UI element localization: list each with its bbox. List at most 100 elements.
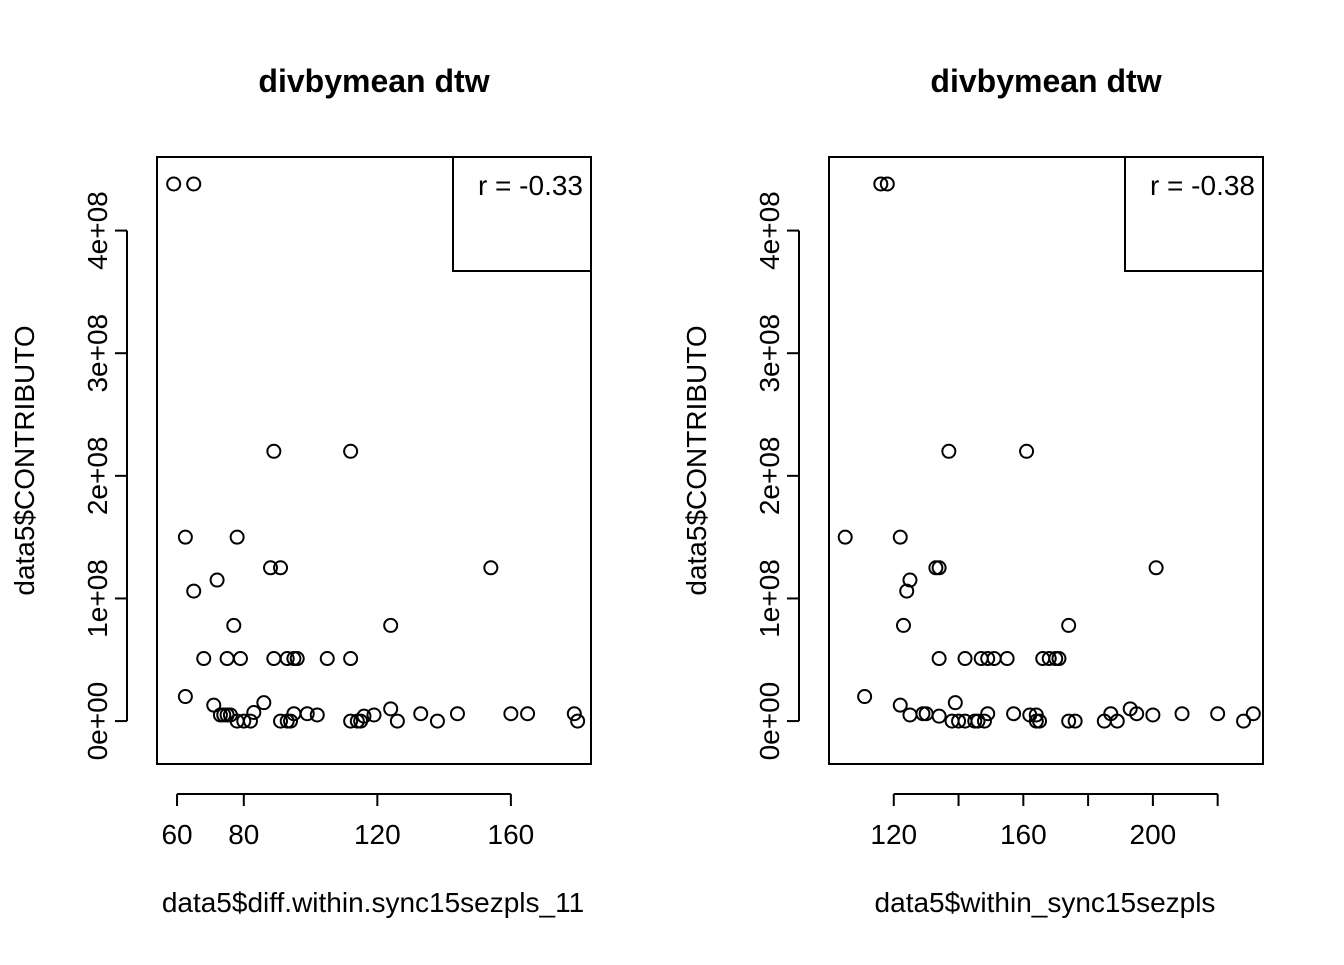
data-point bbox=[566, 706, 582, 722]
scatter-plot-1: divbymean dtw r = -0.33 60 80 120 160 data5$di… bbox=[9, 63, 592, 918]
data-point bbox=[266, 443, 282, 459]
data-point bbox=[1051, 651, 1067, 667]
y-tick-label: 4e+08 bbox=[754, 191, 785, 270]
x-axis-label: data5$within_sync15sezpls bbox=[875, 887, 1216, 918]
data-point bbox=[951, 713, 967, 729]
data-point bbox=[520, 706, 536, 722]
data-point bbox=[879, 176, 895, 192]
annotation-box bbox=[1124, 156, 1264, 272]
data-point bbox=[309, 707, 325, 723]
data-point bbox=[209, 572, 225, 588]
y-tick-label: 0e+00 bbox=[82, 682, 113, 761]
data-point bbox=[899, 583, 915, 599]
data-points bbox=[166, 176, 586, 729]
data-point bbox=[1174, 706, 1190, 722]
data-point bbox=[383, 617, 399, 633]
data-point bbox=[196, 651, 212, 667]
data-point bbox=[980, 651, 996, 667]
data-point bbox=[999, 651, 1015, 667]
data-point bbox=[1210, 706, 1226, 722]
data-point bbox=[1006, 706, 1022, 722]
data-point bbox=[229, 529, 245, 545]
data-point bbox=[383, 701, 399, 717]
data-point bbox=[1061, 713, 1077, 729]
data-point bbox=[343, 651, 359, 667]
data-point bbox=[1041, 651, 1057, 667]
data-point bbox=[1236, 713, 1252, 729]
data-point bbox=[256, 695, 272, 711]
data-point bbox=[570, 713, 586, 729]
data-point bbox=[1061, 617, 1077, 633]
data-point bbox=[279, 651, 295, 667]
data-point bbox=[246, 704, 262, 720]
y-tick-label: 3e+08 bbox=[82, 314, 113, 393]
data-point bbox=[343, 443, 359, 459]
data-point bbox=[299, 706, 315, 722]
data-point bbox=[413, 706, 429, 722]
y-axis-label: data5$CONTRIBUTO bbox=[681, 325, 712, 595]
data-point bbox=[226, 617, 242, 633]
data-point bbox=[976, 713, 992, 729]
data-point bbox=[1145, 707, 1161, 723]
data-point bbox=[980, 706, 996, 722]
plot-frame bbox=[156, 156, 592, 765]
data-point bbox=[266, 651, 282, 667]
data-point bbox=[957, 651, 973, 667]
y-tick-label: 0e+00 bbox=[754, 682, 785, 761]
data-point bbox=[931, 651, 947, 667]
data-point bbox=[232, 651, 248, 667]
annotation-box bbox=[452, 156, 592, 272]
y-tick-label: 4e+08 bbox=[82, 191, 113, 270]
x-tick-label: 200 bbox=[1130, 819, 1177, 850]
data-point bbox=[902, 707, 918, 723]
x-tick-label: 120 bbox=[354, 819, 401, 850]
data-point bbox=[236, 713, 252, 729]
data-point bbox=[449, 706, 465, 722]
x-axis-label: data5$diff.within.sync15sezpls_11 bbox=[162, 887, 584, 918]
data-point bbox=[1032, 713, 1048, 729]
data-point bbox=[283, 713, 299, 729]
data-point bbox=[931, 560, 947, 576]
data-point bbox=[483, 560, 499, 576]
data-point bbox=[895, 617, 911, 633]
data-point bbox=[319, 651, 335, 667]
chart-title: divbymean dtw bbox=[930, 63, 1161, 99]
y-tick-label: 1e+08 bbox=[82, 559, 113, 638]
y-tick-label: 3e+08 bbox=[754, 314, 785, 393]
data-point bbox=[1067, 713, 1083, 729]
data-point bbox=[389, 713, 405, 729]
data-points bbox=[837, 176, 1261, 729]
y-tick-label: 2e+08 bbox=[754, 437, 785, 516]
data-point bbox=[857, 689, 873, 705]
x-tick-label: 80 bbox=[228, 819, 259, 850]
data-point bbox=[947, 695, 963, 711]
data-point bbox=[970, 713, 986, 729]
data-point bbox=[242, 713, 258, 729]
data-point bbox=[1148, 560, 1164, 576]
data-point bbox=[1019, 443, 1035, 459]
data-point bbox=[273, 560, 289, 576]
data-point bbox=[429, 713, 445, 729]
x-tick-label: 60 bbox=[161, 819, 192, 850]
data-point bbox=[289, 651, 305, 667]
y-tick-label: 2e+08 bbox=[82, 437, 113, 516]
y-axis-label: data5$CONTRIBUTO bbox=[9, 325, 40, 595]
data-point bbox=[837, 529, 853, 545]
data-point bbox=[873, 176, 889, 192]
x-tick-label: 160 bbox=[1000, 819, 1047, 850]
data-point bbox=[892, 697, 908, 713]
x-tick-label: 120 bbox=[870, 819, 917, 850]
data-point bbox=[941, 443, 957, 459]
data-point bbox=[219, 651, 235, 667]
data-point bbox=[892, 529, 908, 545]
data-point bbox=[353, 713, 369, 729]
data-point bbox=[273, 713, 289, 729]
data-point bbox=[1129, 706, 1145, 722]
data-point bbox=[177, 689, 193, 705]
data-point bbox=[263, 560, 279, 576]
data-point bbox=[186, 583, 202, 599]
x-tick-label: 160 bbox=[488, 819, 535, 850]
scatter-plot-2: divbymean dtw r = -0.38 120 160 200 data5$wit… bbox=[681, 63, 1264, 918]
